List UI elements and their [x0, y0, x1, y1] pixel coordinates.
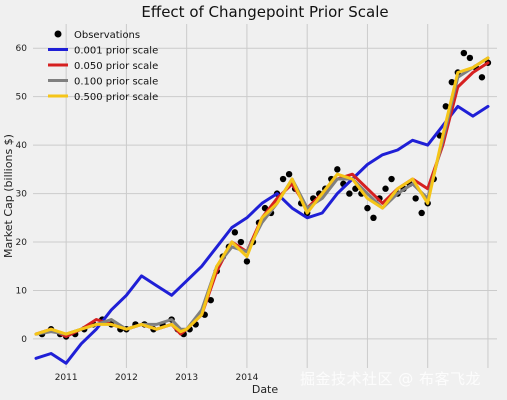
y-tick-label: 40	[16, 141, 28, 151]
observation-point	[388, 175, 395, 183]
x-tick-label: 2011	[55, 373, 78, 383]
observation-point	[382, 185, 389, 192]
observation-point	[370, 214, 377, 222]
observation-point	[412, 195, 419, 202]
watermark: 掘金技术社区 @ 布客飞龙	[300, 370, 482, 388]
series-line-4	[34, 56, 490, 336]
legend-label-2: 0.050 prior scale	[74, 61, 158, 72]
observation-point	[466, 54, 474, 62]
y-tick-label: 0	[21, 335, 27, 345]
legend-label-observations: Observations	[74, 30, 140, 41]
y-axis-label: Market Cap (billions $)	[2, 134, 15, 258]
legend-label-1: 0.001 prior scale	[74, 46, 158, 57]
observation-point	[460, 49, 468, 57]
y-tick-label: 50	[16, 93, 28, 103]
y-tick-label: 60	[16, 44, 28, 54]
legend-label-3: 0.100 prior scale	[74, 77, 158, 88]
observation-point	[478, 74, 486, 81]
observation-point	[243, 258, 251, 265]
observation-point	[285, 170, 293, 178]
y-tick-label: 10	[16, 286, 28, 296]
series-line-1	[34, 104, 490, 365]
x-tick-label: 2012	[115, 373, 138, 383]
x-tick-label: 2014	[235, 373, 258, 383]
chart-title: Effect of Changepoint Prior Scale	[141, 3, 388, 21]
observation-point	[237, 238, 245, 246]
observation-point	[346, 190, 353, 197]
observation-point	[334, 166, 341, 173]
observation-point	[231, 229, 239, 236]
x-axis-label: Date	[252, 383, 279, 396]
observation-point	[418, 209, 425, 217]
legend-marker-observations	[54, 30, 62, 38]
y-tick-label: 20	[16, 238, 28, 248]
observation-point	[364, 204, 371, 212]
x-tick-label: 2013	[175, 373, 198, 383]
legend-label-4: 0.500 prior scale	[74, 92, 158, 103]
observation-point	[207, 296, 214, 304]
observation-point	[279, 175, 287, 183]
observation-point	[442, 103, 449, 110]
y-tick-label: 30	[16, 190, 28, 200]
observation-point	[448, 78, 456, 86]
